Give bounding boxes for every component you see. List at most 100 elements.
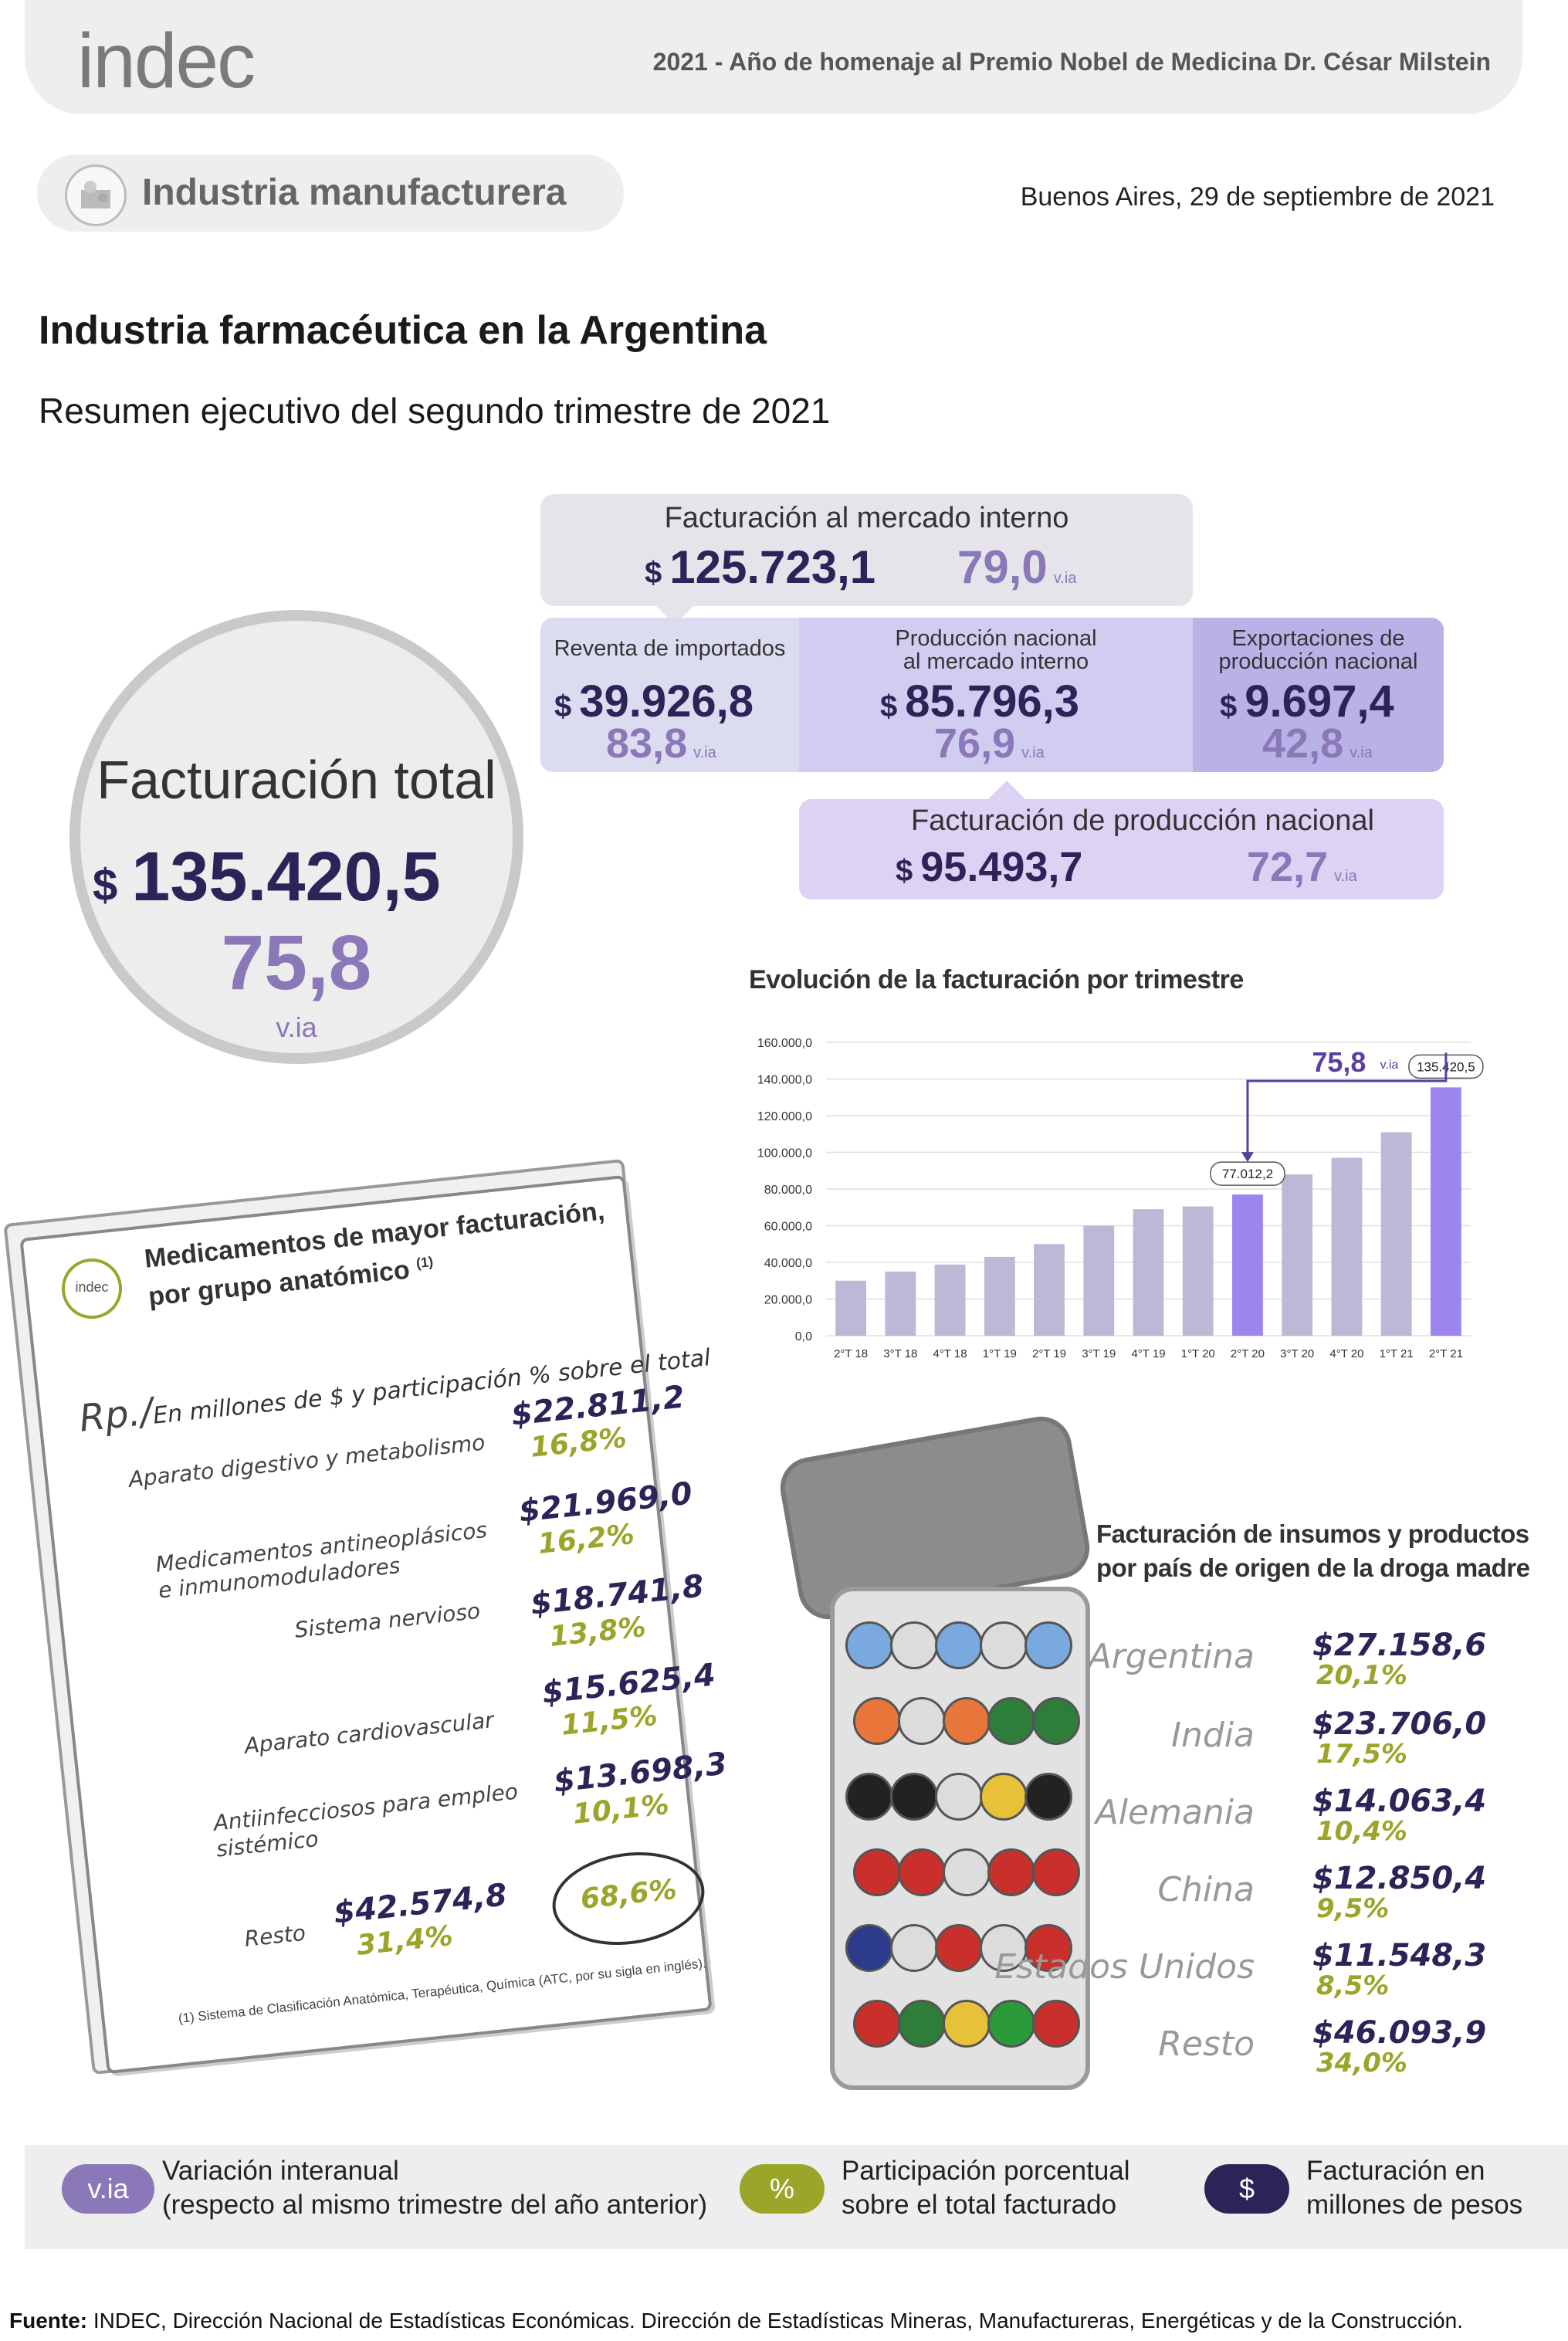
bar (984, 1256, 1015, 1336)
pill-icon (943, 2000, 991, 2048)
bar (1133, 1209, 1164, 1336)
internal-market-box (540, 494, 1193, 625)
total-label: Facturación total (97, 750, 496, 810)
data-label: 77.012,2 (1222, 1167, 1273, 1181)
resale-value: $39.926,8 (554, 676, 754, 727)
page-title: Industria farmacéutica en la Argentina (39, 308, 767, 353)
national-production-box (799, 781, 1444, 899)
pill-icon (898, 1848, 946, 1896)
bar (1232, 1194, 1263, 1336)
bar (1380, 1132, 1412, 1336)
country-name-5: Estados Unidos (994, 1947, 1255, 1987)
data-label-pill (1210, 1161, 1285, 1186)
indec-badge-icon: indec (62, 1259, 122, 1319)
exports-value: $9.697,4 (1220, 676, 1394, 727)
country-pct-1: 20,1% (1316, 1660, 1407, 1691)
internal-market-via: 79,0 v.ia (957, 541, 1077, 593)
pill-icon (1024, 1924, 1072, 1972)
x-tick-label: 2°T 18 (834, 1347, 868, 1360)
country-pct-2: 17,5% (1316, 1739, 1407, 1770)
x-tick-label: 1°T 19 (983, 1347, 1017, 1360)
pill-icon (1024, 1773, 1072, 1821)
section-pill (37, 154, 624, 232)
total-circle (69, 610, 523, 1064)
countries-title: Facturación de insumos y productos por pa… (1096, 1519, 1530, 1582)
country-value-2: $23.706,0 (1312, 1706, 1487, 1742)
y-tick-label: 80.000,0 (764, 1184, 812, 1197)
x-tick-label: 1°T 20 (1181, 1347, 1215, 1360)
pill-icon (1032, 2000, 1080, 2048)
bar (835, 1280, 867, 1336)
country-pct-4: 9,5% (1316, 1893, 1390, 1924)
pill-icon (898, 2000, 946, 2048)
country-name-6: Resto (1158, 2024, 1255, 2064)
pill-icon (853, 1697, 901, 1745)
legend-pct-text: Participación porcentual sobre el total f… (842, 2156, 1130, 2220)
pill-icon (987, 1697, 1035, 1745)
country-name-4: China (1157, 1870, 1255, 1909)
bar (885, 1271, 916, 1336)
bar (1034, 1244, 1065, 1336)
legend-pct-badge: % (740, 2164, 825, 2214)
header-bar (25, 0, 1522, 114)
section-title: Industria manufacturera (142, 172, 567, 213)
page-subtitle: Resumen ejecutivo del segundo trimestre … (39, 391, 831, 431)
pill-icon (987, 1848, 1035, 1896)
national-internal-box (799, 618, 1193, 772)
country-value-5: $11.548,3 (1312, 1938, 1487, 1973)
quarterly-billing-chart: 0,0 20.000,0 40.000,0 60.000,0 80.000,0 100.0… (757, 1037, 1484, 1360)
country-value-1: $27.158,6 (1312, 1628, 1487, 1663)
bar (1182, 1206, 1214, 1336)
source-note: Fuente: INDEC, Dirección Nacional de Est… (9, 2309, 1463, 2333)
y-tick-label: 0,0 (795, 1330, 812, 1343)
pill-icon (935, 1924, 983, 1972)
total-via: 75,8 (221, 920, 372, 1006)
y-tick-label: 160.000,0 (757, 1037, 812, 1050)
x-tick-label: 2°T 21 (1429, 1347, 1463, 1360)
pill-icon (890, 1773, 938, 1821)
factory-icon (65, 164, 127, 226)
country-name-3: Alemania (1095, 1793, 1255, 1832)
country-pct-6: 34,0% (1316, 2048, 1407, 2078)
annotation-value: 75,8 (1312, 1046, 1366, 1078)
indec-logo: indec (77, 18, 256, 104)
exports-box (1193, 618, 1444, 772)
x-tick-label: 3°T 18 (883, 1347, 917, 1360)
legend-usd-badge: $ (1204, 2164, 1289, 2214)
exports-via: 42,8 v.ia (1262, 720, 1373, 767)
y-tick-label: 100.000,0 (757, 1147, 812, 1160)
year-note: 2021 - Año de homenaje al Premio Nobel d… (652, 48, 1491, 76)
bar (934, 1264, 966, 1336)
annotation-suffix: v.ia (1380, 1059, 1399, 1072)
country-pct-5: 8,5% (1316, 1970, 1390, 2001)
y-tick-label: 40.000,0 (764, 1257, 812, 1270)
x-tick-label: 3°T 20 (1280, 1347, 1314, 1360)
exports-label: Exportaciones de producción nacional (1218, 626, 1418, 674)
legend-via-badge: v.ia (62, 2164, 154, 2214)
country-name-2: India (1171, 1716, 1255, 1755)
legend-usd-text: Facturación en millones de pesos (1306, 2156, 1523, 2220)
total-value: $135.420,5 (93, 838, 441, 916)
x-tick-label: 2°T 19 (1032, 1347, 1066, 1360)
resale-via: 83,8 v.ia (606, 720, 716, 767)
national-internal-via: 76,9 v.ia (934, 720, 1045, 767)
x-tick-label: 3°T 19 (1082, 1347, 1116, 1360)
internal-market-label: Facturación al mercado interno (664, 502, 1069, 534)
bar (1331, 1157, 1363, 1336)
internal-market-value: $125.723,1 (645, 541, 876, 593)
y-tick-label: 60.000,0 (764, 1221, 812, 1234)
country-name-1: Argentina (1088, 1637, 1255, 1676)
y-tick-label: 20.000,0 (764, 1294, 812, 1307)
national-production-label: Facturación de producción nacional (911, 805, 1374, 837)
bar (1282, 1174, 1313, 1336)
pill-icon (980, 1773, 1028, 1821)
country-value-3: $14.063,4 (1312, 1784, 1487, 1819)
pill-icon (853, 1848, 901, 1896)
national-production-value: $95.493,7 (896, 844, 1083, 890)
y-tick-label: 120.000,0 (757, 1110, 812, 1123)
pill-icon (890, 1621, 938, 1669)
x-tick-label: 4°T 20 (1329, 1347, 1363, 1360)
national-internal-value: $85.796,3 (880, 676, 1080, 727)
publication-date: Buenos Aires, 29 de septiembre de 2021 (1020, 182, 1495, 212)
pill-icon (935, 1621, 983, 1669)
